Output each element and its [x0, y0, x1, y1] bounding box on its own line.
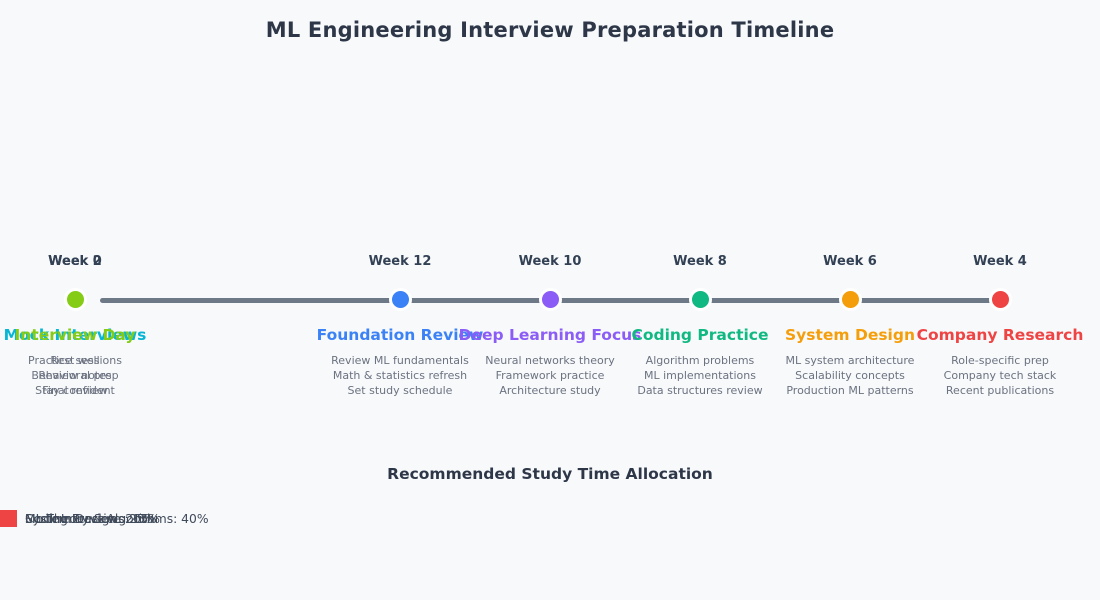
milestone-dot [538, 288, 562, 311]
milestone-title: Deep Learning Focus [458, 326, 642, 344]
milestone-description: Rest well Review notes Stay confident [35, 353, 115, 399]
description-line: Production ML patterns [786, 384, 914, 398]
description-line: Stay confident [35, 384, 115, 398]
milestone-title: System Design [784, 326, 915, 344]
legend-title: Recommended Study Time Allocation [387, 465, 713, 483]
milestone-title: Mock Interviews [3, 326, 147, 344]
description-line: Set study schedule [347, 384, 453, 398]
milestone-dot [388, 288, 412, 311]
legend-label: Coding Practice: 25% [25, 512, 157, 526]
milestone-description: Practice sessions Behavioral prep Final … [28, 353, 122, 399]
milestone-description: Role-specific prep Company tech stack Re… [944, 353, 1057, 399]
description-line: ML system architecture [785, 354, 915, 367]
description-line: Behavioral prep [31, 369, 119, 383]
milestone-dot [63, 288, 87, 311]
milestone-dot [988, 288, 1012, 311]
milestone-week-12: Week 12 Foundation Review Review ML fund… [317, 253, 484, 403]
milestone-week-4: Week 4 Company Research Role-specific pr… [917, 253, 1084, 403]
milestone-week-10: Week 10 Deep Learning Focus Neural netwo… [459, 253, 642, 403]
description-line: Practice sessions [28, 354, 122, 367]
page-title: ML Engineering Interview Preparation Tim… [265, 18, 835, 42]
legend-label: System Design: 20% [25, 512, 153, 526]
legend-label: ML Theory & Algorithms: 40% [25, 512, 209, 526]
milestone-description: Review ML fundamentals Math & statistics… [331, 353, 469, 399]
milestone-title: Interview Day [14, 326, 136, 344]
legend-label: Mock Interviews: 15% [25, 512, 160, 526]
milestone-title: Coding Practice [631, 326, 769, 344]
milestone-description: Algorithm problems ML implementations Da… [637, 353, 762, 399]
milestone-week-6: Week 6 System Design ML system architect… [775, 253, 925, 403]
week-label: Week 0 [48, 254, 102, 269]
description-line: Framework practice [495, 369, 605, 383]
description-line: Review ML fundamentals [331, 354, 469, 367]
description-line: Final review [42, 384, 108, 398]
week-label: Week 2 [48, 254, 102, 269]
description-line: Review notes [38, 369, 112, 383]
description-line: Math & statistics refresh [332, 369, 468, 383]
description-line: Scalability concepts [795, 369, 905, 383]
description-line: Data structures review [637, 384, 763, 398]
milestone-week-0: Week 0 Interview Day Rest well Review no… [0, 253, 150, 403]
week-label: Week 4 [973, 254, 1027, 269]
milestone-description: Neural networks theory Framework practic… [485, 353, 615, 399]
description-line: Architecture study [499, 384, 601, 398]
legend-swatch [0, 510, 17, 527]
milestone-dot [838, 288, 862, 311]
week-label: Week 10 [518, 254, 582, 269]
milestone-title: Foundation Review [316, 326, 484, 344]
description-line: Company tech stack [943, 369, 1057, 383]
description-line: ML implementations [643, 369, 756, 383]
milestone-week-8: Week 8 Coding Practice Algorithm problem… [625, 253, 775, 403]
milestone-dot [688, 288, 712, 311]
description-line: Algorithm problems [645, 354, 755, 367]
description-line: Rest well [50, 354, 100, 367]
description-line: Recent publications [945, 384, 1055, 398]
milestone-title: Company Research [916, 326, 1084, 344]
description-line: Neural networks theory [485, 354, 615, 367]
week-label: Week 12 [368, 254, 432, 269]
milestone-description: ML system architecture Scalability conce… [786, 353, 915, 399]
description-line: Role-specific prep [951, 354, 1049, 367]
week-label: Week 8 [673, 254, 727, 269]
week-label: Week 6 [823, 254, 877, 269]
